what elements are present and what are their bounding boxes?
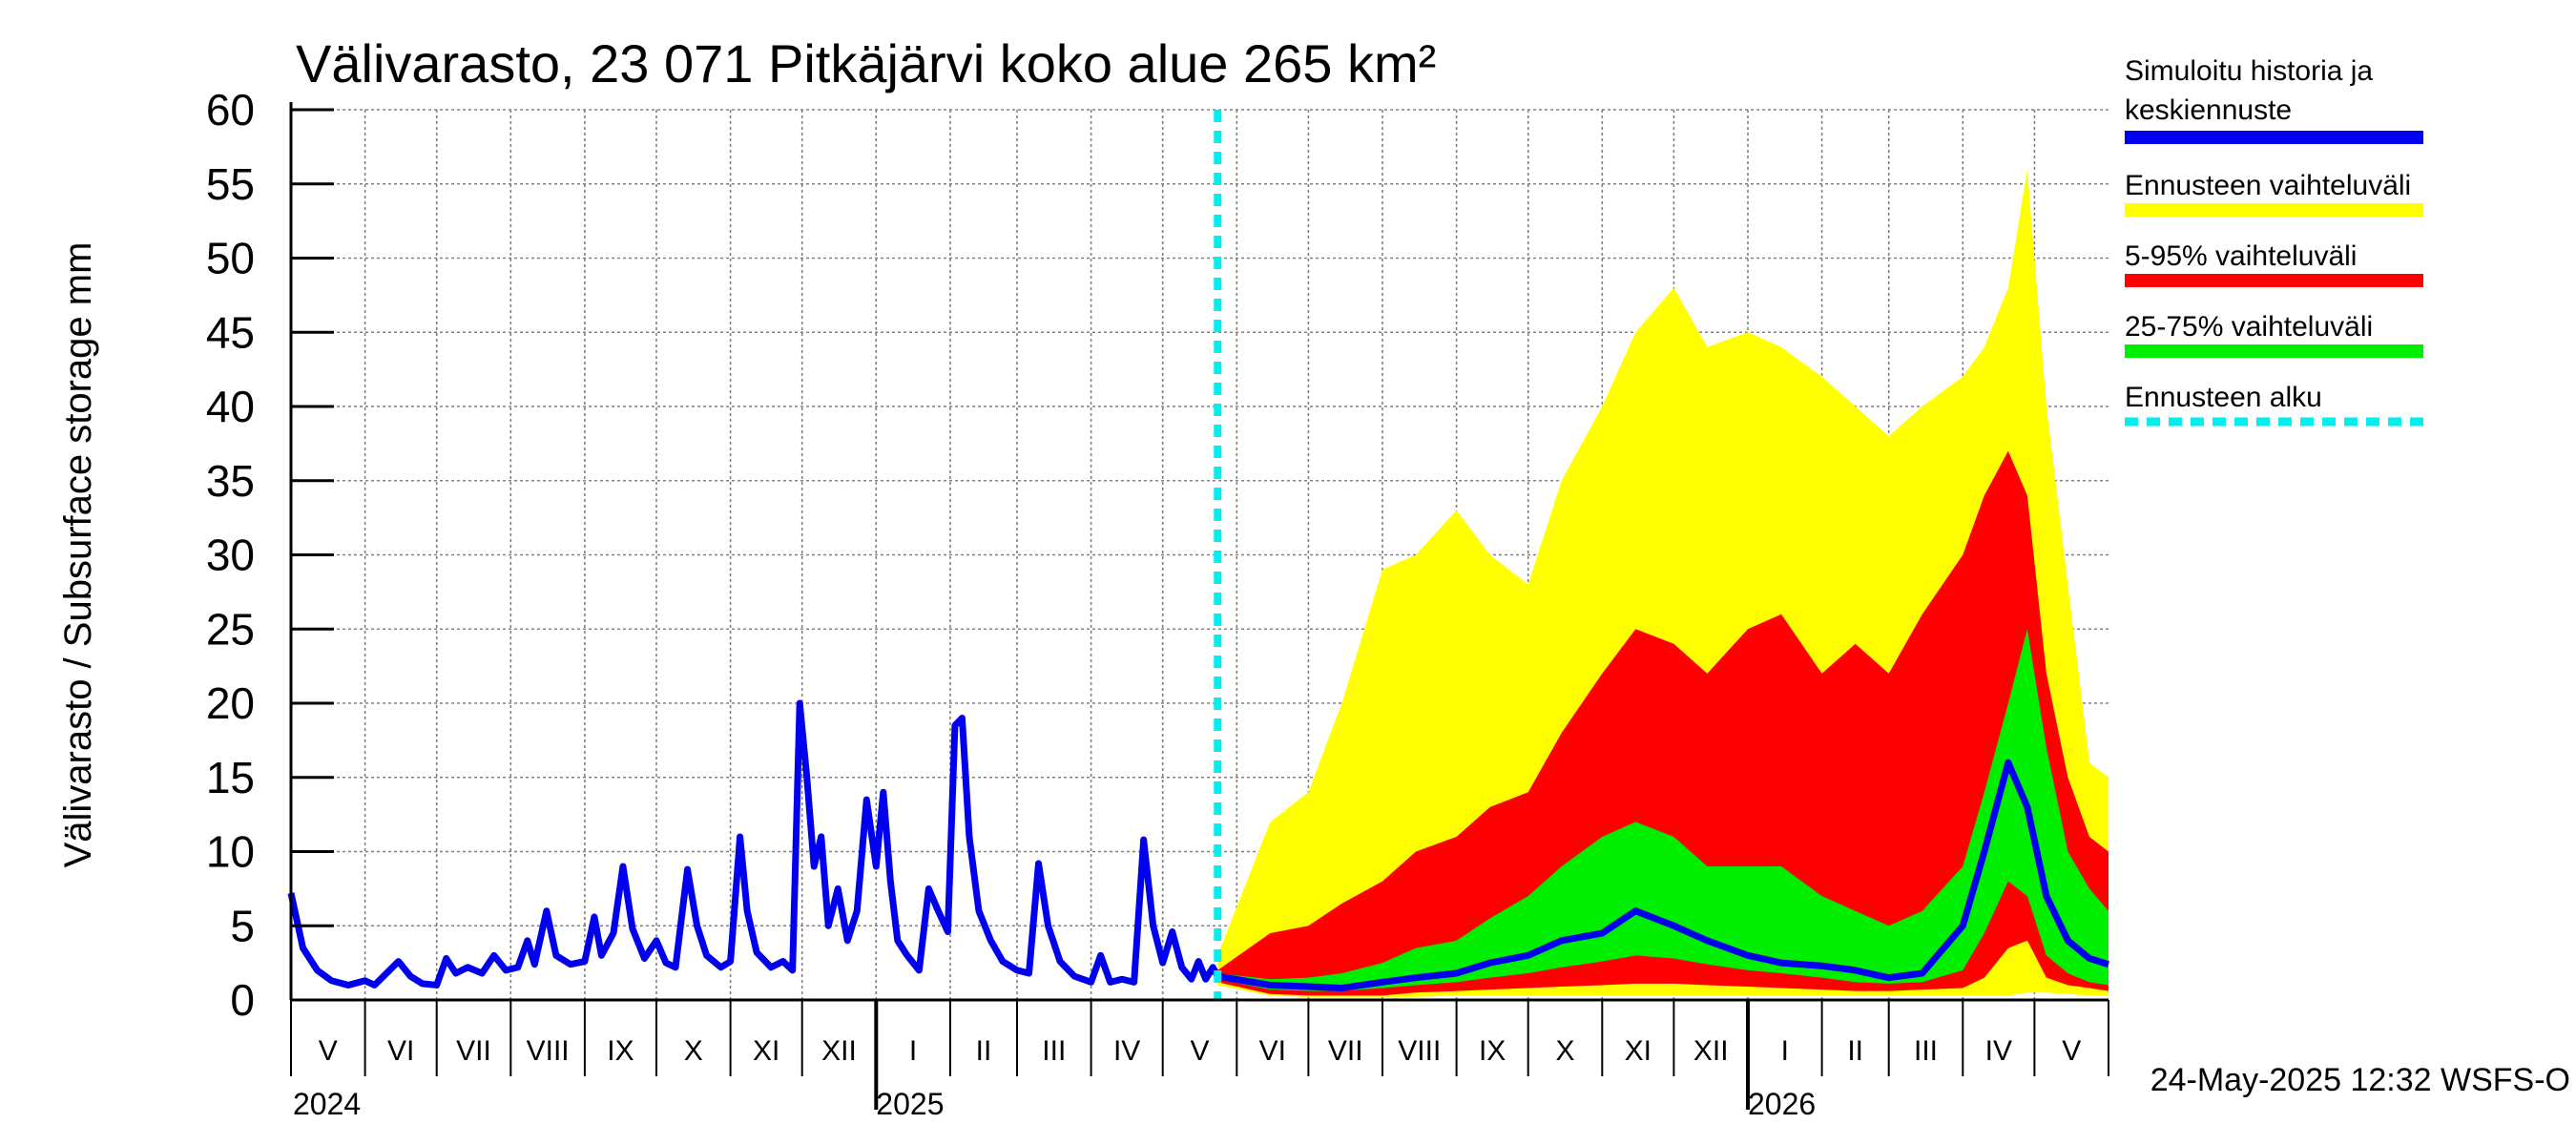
y-tick-label: 60	[206, 85, 255, 135]
y-tick-label: 40	[206, 382, 255, 431]
month-label: IV	[1985, 1035, 2012, 1067]
legend-label: Ennusteen alku	[2125, 382, 2322, 413]
history-line	[287, 699, 1221, 989]
year-label: 2024	[293, 1087, 361, 1121]
y-tick-label: 0	[230, 975, 255, 1025]
month-label: III	[1914, 1035, 1938, 1067]
month-label: I	[909, 1035, 917, 1067]
y-axis-label: Välivarasto / Subsurface storage mm	[57, 242, 99, 868]
chart-title: Välivarasto, 23 071 Pitkäjärvi koko alue…	[296, 33, 1436, 94]
y-tick-label: 10	[206, 827, 255, 877]
band-5-95	[1217, 450, 2109, 996]
legend-label: 25-75% vaihteluväli	[2125, 311, 2373, 343]
legend-label: keskiennuste	[2125, 94, 2292, 126]
year-label: 2025	[876, 1087, 944, 1121]
month-label: VI	[387, 1035, 414, 1067]
month-label: V	[2062, 1035, 2081, 1067]
y-tick-label: 5	[230, 901, 255, 950]
month-label: VIII	[527, 1035, 570, 1067]
month-label: XII	[821, 1035, 857, 1067]
legend-label: Simuloitu historia ja	[2125, 55, 2373, 87]
month-label: VII	[456, 1035, 491, 1067]
legend-label: 5-95% vaihteluväli	[2125, 240, 2357, 272]
y-tick-label: 35	[206, 456, 255, 506]
month-label: II	[976, 1035, 992, 1067]
y-tick-label: 15	[206, 753, 255, 802]
month-label: IX	[607, 1035, 634, 1067]
month-label: XI	[1625, 1035, 1652, 1067]
month-label: V	[319, 1035, 338, 1067]
y-tick-label: 45	[206, 307, 255, 357]
month-label: IX	[1479, 1035, 1506, 1067]
month-label: V	[1190, 1035, 1209, 1067]
y-tick-label: 25	[206, 604, 255, 654]
y-tick-label: 30	[206, 531, 255, 580]
month-label: X	[684, 1035, 703, 1067]
y-tick-label: 55	[206, 159, 255, 209]
median-forecast-line	[1216, 759, 2110, 992]
month-label: II	[1847, 1035, 1863, 1067]
month-label: XI	[753, 1035, 779, 1067]
y-tick-label: 50	[206, 234, 255, 283]
month-label: I	[1781, 1035, 1789, 1067]
timestamp-label: 24-May-2025 12:32 WSFS-O	[2150, 1062, 2570, 1098]
month-label: IV	[1113, 1035, 1140, 1067]
year-label: 2026	[1748, 1087, 1816, 1121]
y-tick-label: 20	[206, 678, 255, 728]
month-label: X	[1555, 1035, 1574, 1067]
month-label: VIII	[1398, 1035, 1441, 1067]
month-label: VI	[1259, 1035, 1286, 1067]
month-label: III	[1042, 1035, 1066, 1067]
month-label: VII	[1328, 1035, 1363, 1067]
month-label: XII	[1693, 1035, 1729, 1067]
legend-label: Ennusteen vaihteluväli	[2125, 170, 2411, 201]
